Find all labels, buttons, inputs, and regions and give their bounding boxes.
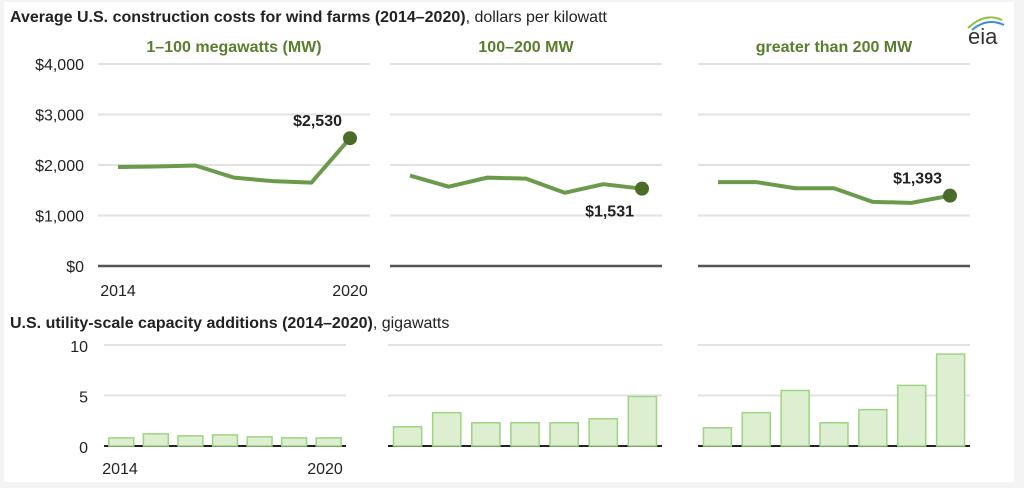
series-line [718, 180, 951, 205]
bar [858, 408, 888, 447]
panel-title: greater than 200 MW [756, 39, 913, 56]
bar [702, 427, 733, 447]
y-tick-label: $0 [66, 259, 84, 276]
x-tick-label: 2014 [100, 283, 136, 300]
y-tick-label: $4,000 [35, 57, 84, 74]
bar [431, 411, 462, 447]
eia-logo-text: eia [968, 24, 998, 49]
bar [549, 422, 579, 447]
x-tick-label: 2014 [102, 461, 138, 478]
bar [392, 426, 423, 447]
capacity-chart-title: U.S. utility-scale capacity additions (2… [10, 315, 449, 332]
y-tick-label: 10 [70, 339, 88, 356]
bar [280, 437, 308, 447]
y-tick-label: $3,000 [35, 108, 84, 125]
bar [510, 422, 540, 447]
y-tick-label: $1,000 [35, 209, 84, 226]
bar [471, 422, 501, 447]
bar [108, 437, 135, 447]
end-point-marker [343, 131, 357, 146]
panel-title: 1–100 megawatts (MW) [146, 39, 321, 56]
eia-logo: eia [967, 16, 1005, 49]
bar [142, 433, 170, 447]
bar [819, 422, 849, 447]
chart-card [4, 2, 1014, 482]
x-tick-label: 2020 [332, 283, 368, 300]
bar [177, 435, 204, 447]
series-line [409, 173, 643, 195]
data-label: $1,531 [585, 204, 634, 221]
bar [896, 384, 927, 447]
bar [780, 389, 810, 447]
y-tick-label: 0 [79, 440, 88, 457]
bar [627, 395, 658, 447]
y-tick-label: $2,000 [35, 158, 84, 175]
y-tick-label: 5 [79, 390, 88, 407]
bar [741, 411, 772, 447]
end-point-marker [635, 181, 649, 196]
bar [935, 353, 966, 447]
bar [588, 417, 619, 447]
end-point-marker [943, 188, 957, 203]
data-label: $1,393 [893, 171, 942, 188]
panel-title: 100–200 MW [478, 39, 574, 56]
data-label: $2,530 [293, 113, 342, 130]
bar [246, 436, 273, 447]
x-tick-label: 2020 [307, 461, 343, 478]
cost-chart-title: Average U.S. construction costs for wind… [10, 9, 608, 26]
bar [211, 434, 239, 447]
bar [315, 437, 342, 447]
series-line [117, 136, 352, 185]
